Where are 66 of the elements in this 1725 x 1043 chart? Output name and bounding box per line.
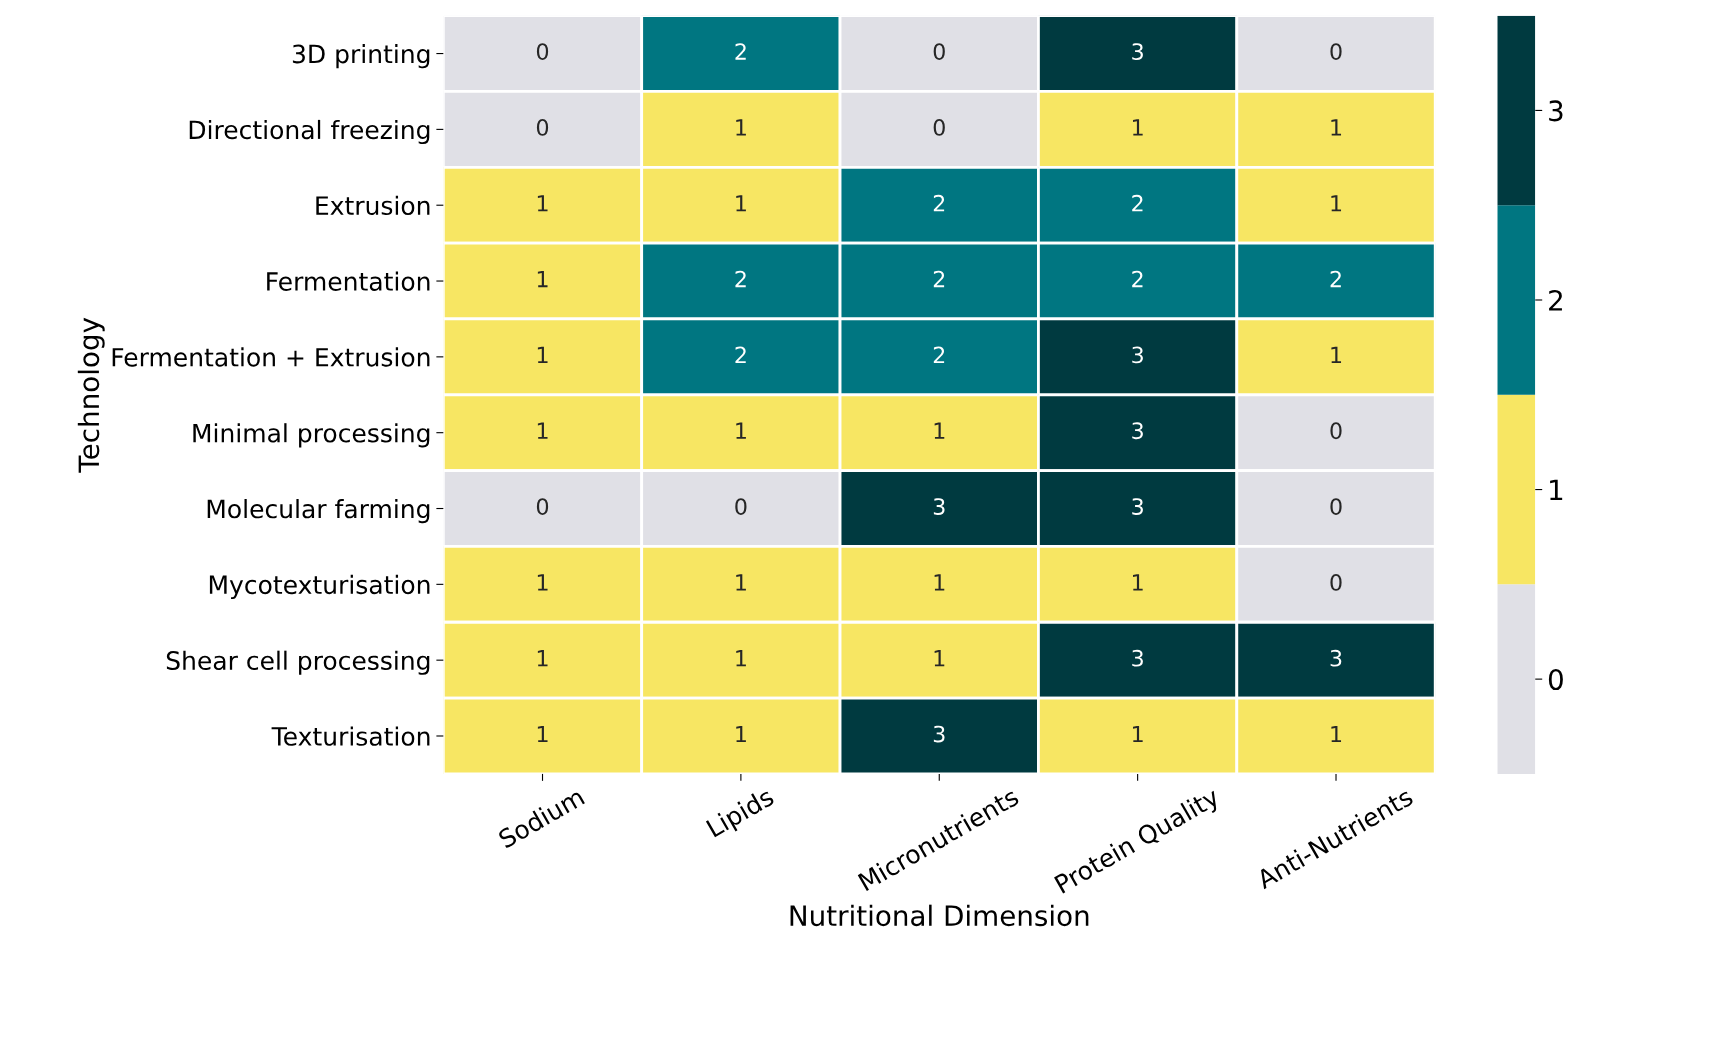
data-label: 1 [1331, 346, 1342, 363]
data-label: 0 [536, 119, 549, 136]
color-bar-label: 3 [1549, 100, 1563, 122]
data-label: 2 [1132, 194, 1143, 212]
data-label: 3 [1132, 346, 1143, 364]
data-label: 0 [933, 43, 945, 61]
data-label: 1 [736, 195, 746, 212]
data-label: 1 [537, 195, 548, 212]
data-label: 3 [933, 725, 945, 743]
data-label: 1 [537, 574, 548, 591]
data-label: 2 [735, 270, 746, 288]
data-label: 1 [934, 422, 945, 439]
data-label: 1 [537, 270, 548, 288]
data-label: 2 [735, 43, 746, 60]
data-label: 3 [1132, 422, 1143, 440]
data-label: 1 [1331, 725, 1342, 743]
data-label: 3 [933, 498, 945, 515]
data-label: 1 [537, 422, 548, 439]
data-label: 2 [933, 346, 945, 363]
data-label: 2 [735, 346, 746, 363]
y-tick-label: Fermentation + Extrusion [112, 347, 430, 367]
data-label: 1 [736, 574, 746, 591]
data-label: 1 [537, 725, 548, 743]
data-label: 1 [1331, 195, 1342, 212]
data-label: 0 [933, 119, 945, 136]
color-bar-label: 2 [1549, 289, 1562, 311]
data-label: 2 [1132, 270, 1143, 288]
data-label: 1 [934, 574, 945, 591]
data-label: 0 [1330, 498, 1342, 515]
color-bar-label: 0 [1548, 669, 1563, 691]
data-label: 0 [1330, 573, 1342, 591]
data-label: 0 [1330, 422, 1342, 440]
y-tick-label: Texturisation [271, 726, 430, 746]
data-label: 0 [735, 498, 747, 515]
color-bar-label: 1 [1550, 479, 1563, 501]
data-label: 3 [1132, 498, 1143, 515]
data-label: 1 [1133, 119, 1143, 136]
data-label: 1 [1331, 119, 1342, 136]
x-axis-title: Nutritional Dimension [790, 904, 1089, 927]
data-label: 1 [736, 725, 746, 743]
data-label: 1 [1133, 725, 1143, 743]
y-tick-label: Molecular farming [207, 499, 430, 524]
data-label: 2 [933, 270, 945, 288]
data-label: 0 [1330, 43, 1342, 61]
data-label: 1 [736, 422, 746, 439]
data-label: 2 [933, 194, 945, 212]
data-label: 3 [1330, 649, 1342, 667]
y-tick-label: Minimal processing [193, 423, 430, 448]
y-tick-label: Shear cell processing [166, 650, 430, 675]
y-tick-label: Extrusion [316, 195, 430, 216]
y-axis-title: Technology [77, 317, 105, 473]
data-label: 3 [1132, 649, 1143, 667]
y-tick-label: Directional freezing [189, 119, 430, 145]
data-label: 0 [536, 43, 549, 61]
data-label: 1 [934, 650, 945, 667]
data-label: 3 [1132, 43, 1143, 61]
y-tick-label: Mycotexturisation [209, 574, 430, 600]
data-label: 1 [736, 650, 746, 667]
data-label: 2 [1330, 270, 1341, 288]
data-label: 1 [537, 346, 548, 363]
y-tick-label: Fermentation [267, 271, 430, 291]
y-tick-label: 3D printing [292, 44, 430, 69]
data-label: 1 [736, 119, 746, 136]
data-label: 1 [1133, 574, 1143, 591]
data-label: 1 [537, 650, 548, 667]
data-label: 0 [536, 498, 549, 515]
